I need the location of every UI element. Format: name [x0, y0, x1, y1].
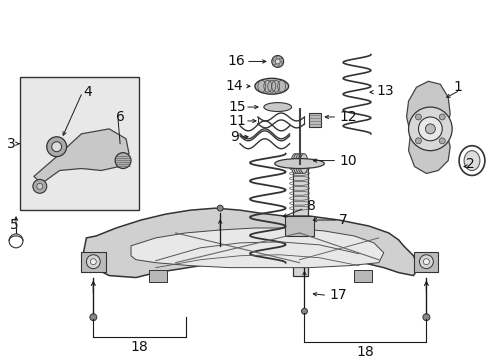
Text: 7: 7	[339, 213, 347, 227]
Circle shape	[47, 137, 66, 157]
Text: 12: 12	[339, 110, 356, 124]
Text: 1: 1	[452, 80, 461, 94]
Text: 18: 18	[130, 340, 147, 354]
Bar	[309, 113, 321, 127]
Circle shape	[275, 59, 280, 64]
Circle shape	[438, 138, 445, 144]
Circle shape	[419, 255, 432, 269]
Text: 18: 18	[355, 345, 373, 359]
Text: 6: 6	[116, 110, 125, 124]
Circle shape	[415, 138, 421, 144]
Text: 17: 17	[328, 288, 346, 302]
Circle shape	[423, 259, 428, 265]
Polygon shape	[131, 228, 383, 267]
Circle shape	[301, 308, 307, 314]
Bar	[292, 163, 308, 275]
Text: 13: 13	[376, 84, 394, 98]
Circle shape	[418, 117, 441, 141]
Text: 4: 4	[83, 85, 92, 99]
Bar	[148, 270, 166, 282]
Bar	[284, 216, 314, 236]
Circle shape	[37, 183, 42, 189]
Text: 14: 14	[224, 79, 243, 93]
Text: 16: 16	[227, 54, 244, 68]
Text: 2: 2	[465, 157, 474, 171]
Polygon shape	[34, 129, 129, 183]
Circle shape	[217, 205, 223, 211]
Ellipse shape	[274, 159, 324, 168]
Circle shape	[90, 314, 97, 321]
Text: 5: 5	[10, 218, 19, 232]
Circle shape	[425, 124, 434, 134]
Circle shape	[415, 114, 421, 120]
Circle shape	[86, 255, 100, 269]
Bar	[286, 223, 312, 238]
Ellipse shape	[297, 154, 305, 174]
Bar	[20, 77, 139, 210]
Ellipse shape	[293, 154, 301, 174]
Ellipse shape	[264, 103, 291, 112]
Circle shape	[438, 114, 445, 120]
Circle shape	[271, 55, 283, 67]
Circle shape	[422, 314, 429, 321]
Circle shape	[90, 259, 96, 265]
Text: 11: 11	[228, 114, 245, 128]
Text: 3: 3	[7, 137, 16, 151]
Ellipse shape	[300, 154, 307, 174]
Ellipse shape	[463, 151, 479, 171]
Bar	[413, 252, 437, 271]
Text: 10: 10	[339, 154, 356, 168]
Circle shape	[52, 142, 61, 152]
Text: 15: 15	[228, 100, 245, 114]
Ellipse shape	[295, 154, 303, 174]
Circle shape	[115, 153, 131, 168]
Ellipse shape	[254, 78, 288, 94]
Polygon shape	[406, 81, 449, 174]
Ellipse shape	[290, 154, 298, 174]
Text: 9: 9	[230, 130, 239, 144]
Circle shape	[407, 107, 451, 151]
Circle shape	[33, 179, 47, 193]
Bar	[353, 270, 371, 282]
Polygon shape	[83, 208, 418, 278]
Bar	[81, 252, 106, 271]
Text: 8: 8	[307, 199, 316, 213]
